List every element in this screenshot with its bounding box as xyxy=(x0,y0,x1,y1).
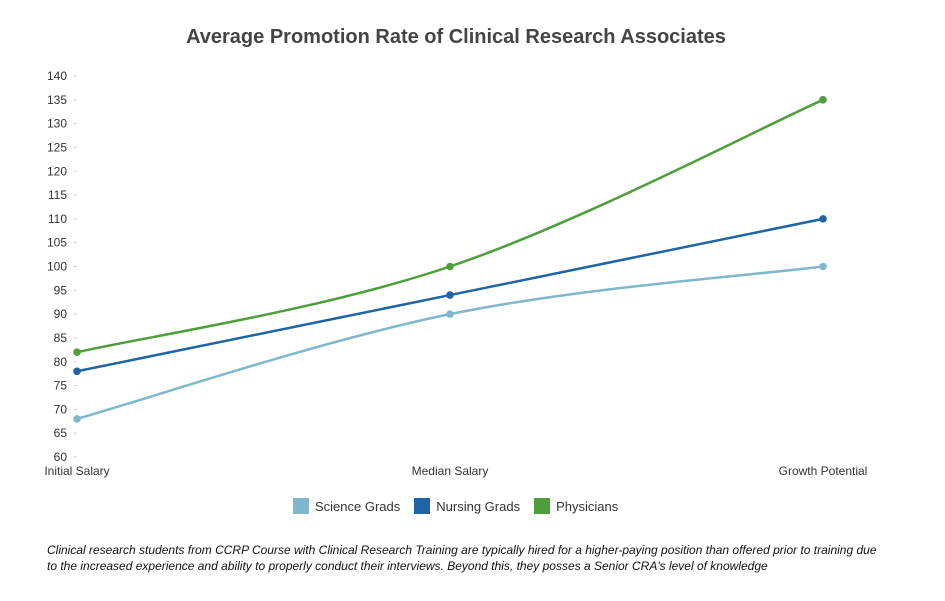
legend-swatch-science-grads xyxy=(293,498,309,514)
y-tick-label: 80 xyxy=(54,355,68,369)
legend-swatch-physicians xyxy=(534,498,551,514)
legend-swatch-nursing-grads xyxy=(414,498,431,514)
x-axis: Initial Salary Median Salary Growth Potent… xyxy=(44,464,867,478)
y-tick-label: 60 xyxy=(54,450,68,464)
data-point-physicians[interactable] xyxy=(446,262,454,271)
y-tick-label: 110 xyxy=(48,212,67,226)
y-tick-label: 105 xyxy=(47,236,67,250)
data-point-nursing-grads[interactable] xyxy=(819,215,827,223)
y-tick-label: 130 xyxy=(47,117,67,131)
x-tick-label: Median Salary xyxy=(412,464,489,478)
y-tick-label: 115 xyxy=(48,188,67,202)
y-tick-label: 140 xyxy=(47,69,67,83)
data-point-science-grads[interactable] xyxy=(446,310,454,318)
legend-item-science-grads[interactable]: Science Grads xyxy=(293,498,400,514)
series-layer xyxy=(73,96,827,423)
y-tick-label: 85 xyxy=(54,331,68,345)
data-point-nursing-grads[interactable] xyxy=(73,367,81,376)
y-tick-label: 65 xyxy=(54,426,68,440)
series-science-grads xyxy=(73,262,827,423)
y-tick-label: 125 xyxy=(47,140,67,154)
series-line-science-grads xyxy=(76,265,824,421)
legend-label-physicians: Physicians xyxy=(556,498,619,514)
legend-item-nursing-grads[interactable]: Nursing Grads xyxy=(414,498,520,514)
chart-title: Average Promotion Rate of Clinical Resea… xyxy=(186,26,726,48)
y-tick-label: 95 xyxy=(54,283,68,297)
data-point-nursing-grads[interactable] xyxy=(446,291,454,299)
series-physicians xyxy=(73,96,827,357)
legend: Science Grads Nursing Grads Physicians xyxy=(293,498,632,514)
series-nursing-grads xyxy=(73,215,827,376)
y-tick-label: 70 xyxy=(54,402,68,416)
y-tick-label: 135 xyxy=(47,93,67,107)
data-point-physicians[interactable] xyxy=(819,96,827,104)
legend-item-physicians[interactable]: Physicians xyxy=(534,498,618,514)
legend-label-science-grads: Science Grads xyxy=(315,498,401,514)
data-point-science-grads[interactable] xyxy=(819,262,827,271)
legend-label-nursing-grads: Nursing Grads xyxy=(436,498,521,514)
y-tick-label: 75 xyxy=(54,379,68,393)
data-point-science-grads[interactable] xyxy=(73,415,81,423)
y-tick-label: 90 xyxy=(54,307,68,321)
chart-caption: Clinical research students from CCRP Cou… xyxy=(47,543,877,573)
x-tick-label: Growth Potential xyxy=(779,464,868,478)
y-tick-label: 120 xyxy=(47,164,67,178)
line-chart: 60 65 70 75 80 85 90 95 100 105 110 115 120 125 130 135… xyxy=(44,69,867,478)
y-tick-label: 100 xyxy=(47,260,67,274)
y-axis: 60 65 70 75 80 85 90 95 100 105 110 115 120 125 130 135… xyxy=(47,69,77,464)
x-tick-label: Initial Salary xyxy=(44,464,109,478)
data-point-physicians[interactable] xyxy=(73,348,81,357)
